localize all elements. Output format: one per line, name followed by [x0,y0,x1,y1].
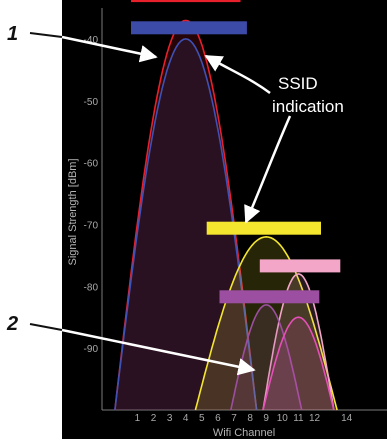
network-curves [114,19,338,411]
x-tick-9: 9 [263,413,269,424]
ssid-bar-4 [259,259,341,273]
x-tick-2: 2 [151,413,157,424]
x-tick-4: 4 [183,413,189,424]
callout-1-leader [29,32,63,38]
ssid-bar-2 [131,21,247,35]
y-tick-90: -90 [84,344,99,355]
callout-2-leader [29,323,63,331]
x-tick-10: 10 [277,413,289,424]
callout-2-label: 2 [6,313,18,335]
network-curve-3 [194,235,338,411]
x-tick-6: 6 [215,413,221,424]
y-tick-70: -70 [84,221,99,232]
y-axis-label: Signal Strength [dBm] [67,158,79,265]
plot-background [62,0,387,439]
y-tick-50: -50 [84,97,99,108]
network-curve-1 [114,19,258,411]
callout-1-label: 1 [7,23,18,45]
y-tick-40: -40 [84,35,99,46]
callout-2-arrow [61,328,256,376]
x-tick-8: 8 [247,413,253,424]
x-tick-14: 14 [341,413,353,424]
network-curve-4 [262,273,335,411]
ssid-bars [131,0,341,304]
ssid-arrow-bottom [244,115,292,224]
ssid-bar-5 [219,290,320,304]
y-tick-60: -60 [84,159,99,170]
ssid-bar-3 [206,221,321,235]
x-axis-label: Wifi Channel [213,427,275,439]
network-curve-6 [262,316,335,411]
ssid-note-line2: indication [272,97,344,116]
x-tick-3: 3 [167,413,173,424]
y-tick-labels: -40 -50 -60 -70 -80 -90 [84,35,99,355]
y-tick-80: -80 [84,282,99,293]
x-tick-11: 11 [293,413,304,424]
ssid-bar-1 [131,0,241,3]
x-tick-12: 12 [309,413,321,424]
ssid-note-line1: SSID [278,74,318,93]
ssid-arrow-top [204,54,271,95]
callout-1-arrow [61,35,158,63]
x-tick-7: 7 [231,413,237,424]
x-tick-5: 5 [199,413,205,424]
x-tick-1: 1 [135,413,141,424]
network-curve-5 [230,304,303,411]
x-tick-labels: 1 2 3 4 5 6 7 8 9 10 11 12 14 [135,413,353,424]
